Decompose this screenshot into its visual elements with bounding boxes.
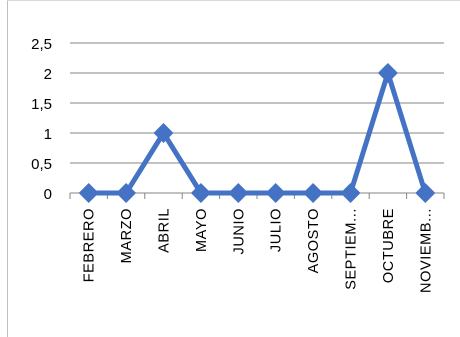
x-tick-label: FEBRERO	[82, 208, 98, 282]
data-point	[116, 183, 137, 203]
x-tick-label: ABRIL	[157, 208, 173, 253]
frame-border-left	[7, 0, 8, 337]
data-point	[265, 183, 286, 203]
x-tick-label: MAYO	[194, 208, 210, 252]
data-point	[78, 183, 99, 203]
y-tick-label: 2,5	[31, 36, 52, 53]
x-tick-label: SEPTIEM...	[344, 208, 360, 290]
x-tick-label: NOVIEMB...	[418, 208, 434, 293]
data-point	[340, 183, 361, 203]
x-tick-label: JULIO	[269, 208, 285, 252]
x-tick-label: JUNIO	[231, 208, 247, 255]
data-point	[153, 123, 174, 143]
y-tick-label: 0,5	[31, 156, 52, 173]
series-line	[88, 70, 428, 196]
frame-border-top	[7, 0, 460, 1]
y-tick-label: 1,5	[31, 96, 52, 113]
x-tick-label: OCTUBRE	[381, 208, 397, 283]
data-point	[303, 183, 324, 203]
x-tick-label: AGOSTO	[306, 208, 322, 273]
y-tick-label: 1	[44, 126, 52, 143]
data-point	[228, 183, 249, 203]
data-point	[190, 183, 211, 203]
y-tick-label: 2	[44, 66, 52, 83]
data-point	[377, 63, 398, 83]
x-tick-label: MARZO	[119, 208, 135, 263]
data-point	[415, 183, 436, 203]
y-tick-label: 0	[44, 186, 52, 203]
